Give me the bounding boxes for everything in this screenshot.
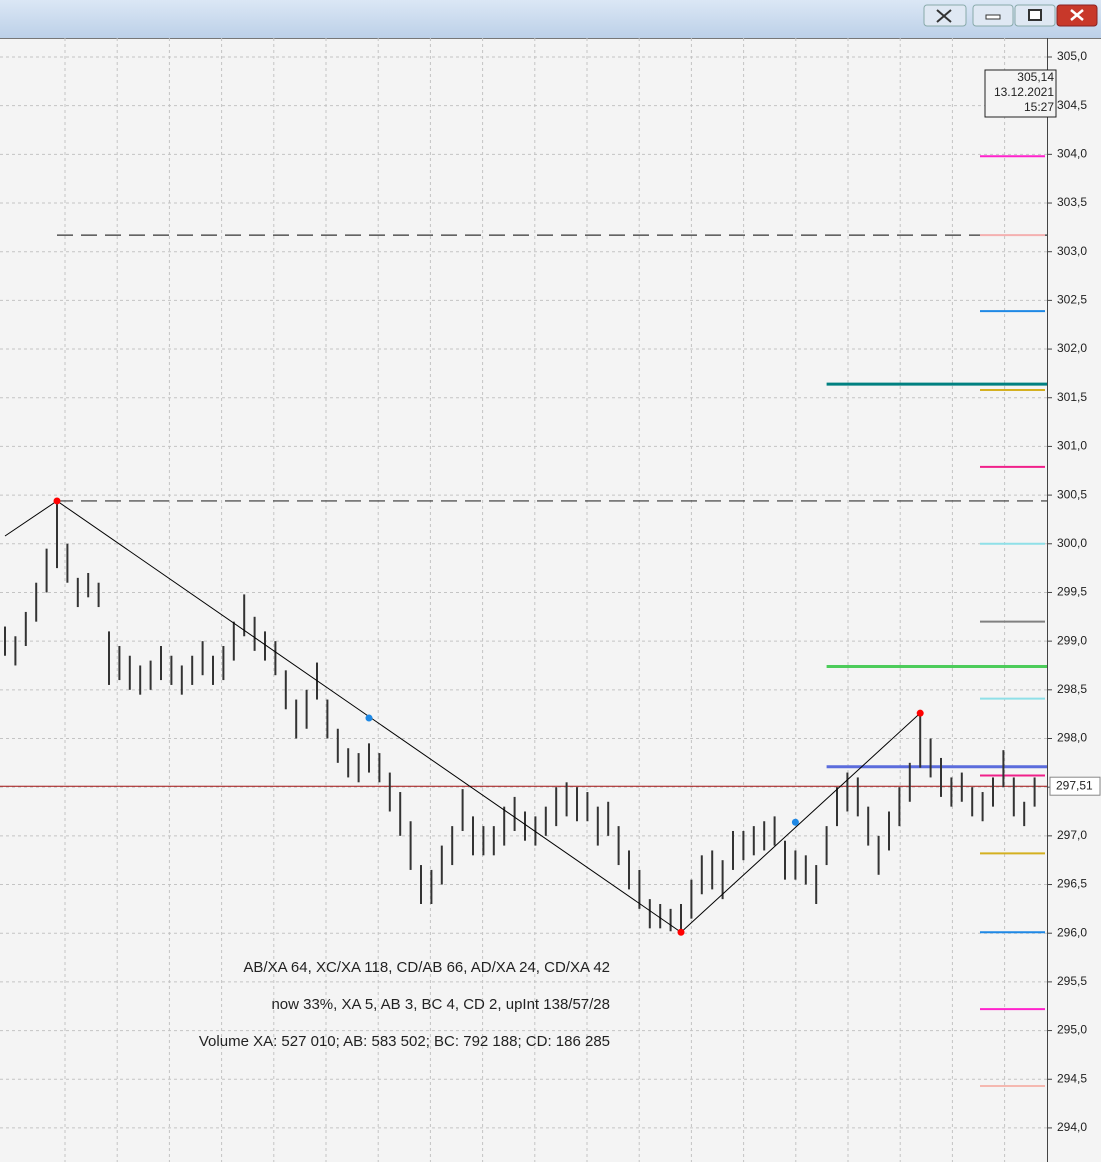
price-tag-label: 297,51 [1056, 778, 1093, 792]
restore-icon [1028, 9, 1042, 21]
y-tick-label: 302,5 [1057, 293, 1087, 307]
y-tick-label: 300,5 [1057, 487, 1087, 501]
y-tick-label: 296,5 [1057, 877, 1087, 891]
y-tick-label: 299,5 [1057, 585, 1087, 599]
y-tick-label: 298,5 [1057, 682, 1087, 696]
y-tick-label: 299,0 [1057, 633, 1087, 647]
price-tag-box [1049, 776, 1101, 796]
cursor-info-box [984, 69, 1057, 118]
y-tick-label: 303,5 [1057, 195, 1087, 209]
title-bar [0, 0, 1101, 38]
y-tick-label: 300,0 [1057, 536, 1087, 550]
midpoint [365, 714, 373, 722]
y-tick-label: 304,0 [1057, 147, 1087, 161]
y-tick-label: 294,0 [1057, 1120, 1087, 1134]
y-tick-label: 302,0 [1057, 341, 1087, 355]
y-tick-label: 296,0 [1057, 925, 1087, 939]
y-tick-label: 297,0 [1057, 828, 1087, 842]
midpoint [791, 818, 799, 826]
y-tick-label: 294,5 [1057, 1071, 1087, 1085]
minimize-icon [985, 14, 1001, 20]
plot-area [0, 38, 1047, 1162]
detach-icon [936, 9, 952, 23]
price-axis [1047, 38, 1101, 1162]
y-tick-label: 304,5 [1057, 98, 1087, 112]
y-tick-label: 303,0 [1057, 244, 1087, 258]
cursor-info-date: 13.12.2021 [994, 85, 1054, 99]
cursor-info-price: 305,14 [1017, 70, 1054, 84]
pivot-point [53, 497, 61, 505]
close-icon [1070, 9, 1084, 21]
annotation: now 33%, XA 5, AB 3, BC 4, CD 2, upInt 1… [271, 996, 610, 1013]
y-tick-label: 305,0 [1057, 49, 1087, 63]
y-tick-label: 301,0 [1057, 439, 1087, 453]
annotation: AB/XA 64, XC/XA 118, CD/AB 66, AD/XA 24,… [243, 959, 610, 976]
cursor-info-time: 15:27 [1024, 100, 1054, 114]
window-buttons [923, 4, 1098, 27]
y-tick-label: 295,0 [1057, 1023, 1087, 1037]
pivot-point [916, 709, 924, 717]
annotation: Volume XA: 527 010; AB: 583 502; BC: 792… [199, 1033, 610, 1050]
y-tick-label: 298,0 [1057, 731, 1087, 745]
y-tick-label: 295,5 [1057, 974, 1087, 988]
pivot-point [677, 928, 685, 936]
y-tick-label: 301,5 [1057, 390, 1087, 404]
